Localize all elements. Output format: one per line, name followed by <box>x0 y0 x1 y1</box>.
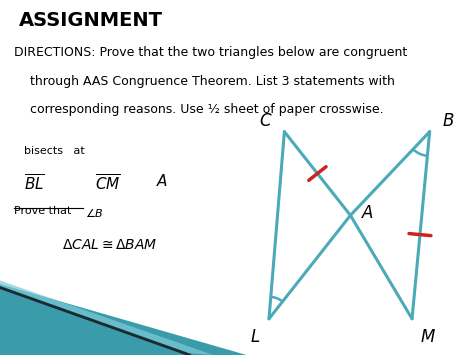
Text: DIRECTIONS: Prove that the two triangles below are congruent: DIRECTIONS: Prove that the two triangles… <box>14 46 408 59</box>
Text: $\Delta CAL \cong \Delta BAM$: $\Delta CAL \cong \Delta BAM$ <box>62 238 157 252</box>
Text: corresponding reasons. Use ½ sheet of paper crosswise.: corresponding reasons. Use ½ sheet of pa… <box>14 103 384 116</box>
Text: M: M <box>421 328 435 346</box>
Text: $\overline{BL}$: $\overline{BL}$ <box>24 174 45 194</box>
Text: A: A <box>156 174 167 189</box>
Polygon shape <box>0 280 213 355</box>
Text: C: C <box>260 111 271 130</box>
Text: bisects   at: bisects at <box>24 146 84 155</box>
Text: $\overline{CM}$: $\overline{CM}$ <box>95 174 120 194</box>
Polygon shape <box>0 284 246 355</box>
Text: L: L <box>251 328 260 346</box>
Text: Prove that: Prove that <box>14 206 72 216</box>
Text: A: A <box>362 204 373 222</box>
Text: through AAS Congruence Theorem. List 3 statements with: through AAS Congruence Theorem. List 3 s… <box>14 75 395 88</box>
Text: Prove that: Prove that <box>38 217 95 226</box>
Text: B: B <box>443 111 454 130</box>
Text: $\angle B$: $\angle B$ <box>85 206 104 219</box>
Text: ASSIGNMENT: ASSIGNMENT <box>19 11 163 30</box>
